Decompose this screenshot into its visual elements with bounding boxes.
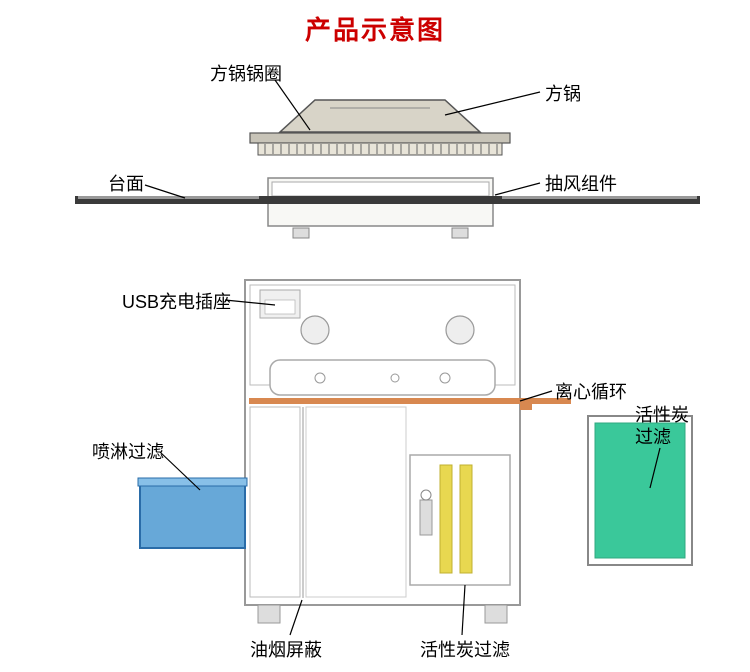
tabletop	[75, 196, 700, 204]
pot	[280, 100, 480, 132]
label-centrifugal: 离心循环	[555, 378, 627, 404]
label-pot: 方锅	[545, 80, 581, 106]
label-smoke-shield: 油烟屏蔽	[250, 636, 322, 662]
diagram-svg	[0, 0, 750, 672]
label-tabletop: 台面	[108, 170, 144, 196]
pot-ring	[250, 133, 510, 155]
label-fan-assembly: 抽风组件	[545, 170, 617, 196]
label-carbon-bottom: 活性炭过滤	[420, 636, 510, 662]
label-pot-ring: 方锅锅圈	[210, 60, 282, 86]
spray-filter-box	[138, 478, 247, 548]
cabinet	[245, 280, 571, 623]
label-spray-filter: 喷淋过滤	[92, 438, 164, 464]
label-usb-socket: USB充电插座	[122, 288, 231, 314]
label-carbon-side: 活性炭过滤	[635, 405, 695, 448]
fan-assembly	[268, 178, 493, 238]
